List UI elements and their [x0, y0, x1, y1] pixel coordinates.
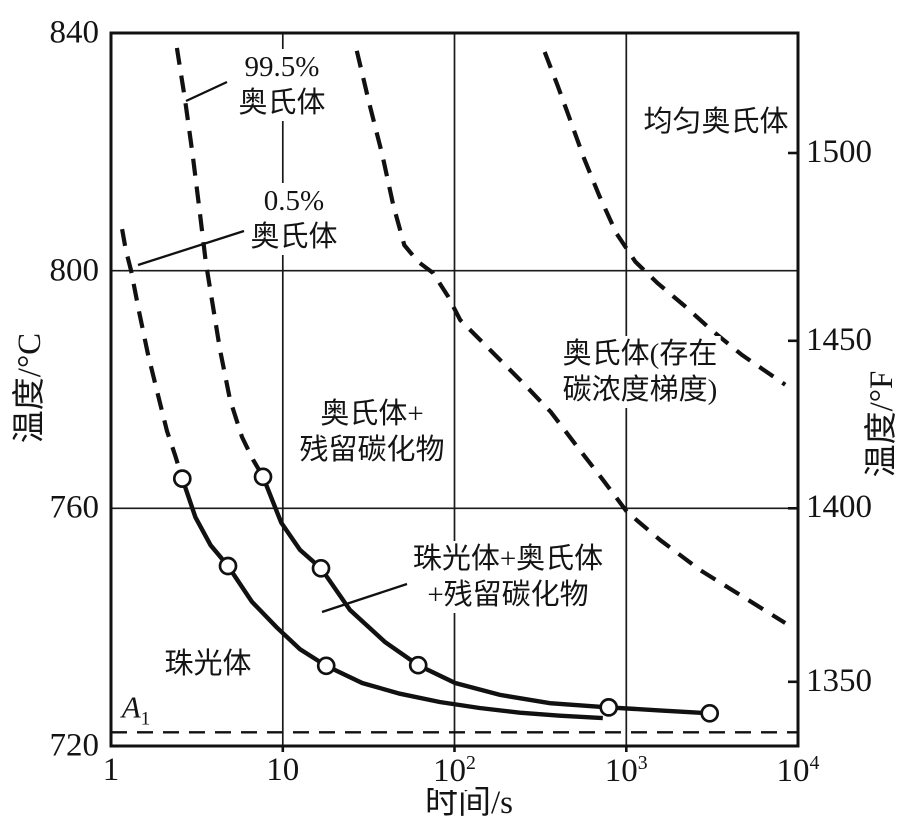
- y-left-tick-label-760: 760: [49, 489, 99, 527]
- x-tick-label-10: 10: [266, 752, 300, 789]
- y-left-tick-label-800: 800: [49, 252, 99, 290]
- x-tick-label-1000: 103: [604, 752, 648, 790]
- y-axis-title-celsius: 温度/°C: [12, 332, 48, 444]
- label-austenite-carbon-gradient: 奥氏体(存在 碳浓度梯度): [559, 336, 721, 408]
- label-a1: A1: [121, 689, 151, 731]
- x-axis-title: 时间/s: [424, 785, 514, 821]
- data-marker-1: [218, 556, 238, 576]
- data-marker-2: [316, 656, 336, 676]
- label-pearlite: 珠光体: [164, 648, 252, 680]
- label-homogeneous-austenite: 均匀奥氏体: [640, 104, 792, 140]
- x-tick-label-100: 102: [433, 752, 476, 790]
- data-marker-4: [311, 558, 331, 578]
- y-left-tick-label-840: 840: [49, 14, 99, 52]
- curve-carbide-dissolution-dashed: [354, 50, 787, 625]
- x-tick-label-1: 1: [102, 752, 120, 789]
- curve-austenite-finish-99.5-dashed: [174, 47, 265, 478]
- data-marker-7: [700, 703, 720, 723]
- curve-austenite-start-0.5-dashed: [120, 228, 185, 480]
- label-pearlite-austenite-carbide: 珠光体+奥氏体 +残留碳化物: [409, 541, 607, 613]
- y-axis-title-fahrenheit: 温度/°F: [864, 370, 900, 478]
- y-left-tick-label-720: 720: [49, 727, 99, 765]
- y-right-tick-label-1450: 1450: [806, 321, 872, 359]
- label-99.5-austenite: 99.5% 奥氏体: [235, 49, 329, 121]
- data-marker-6: [599, 698, 619, 717]
- leader-line-pearlite-austenite-carbide: [321, 582, 408, 614]
- data-marker-5: [408, 655, 428, 675]
- label-0.5-austenite: 0.5% 奥氏体: [247, 183, 341, 255]
- y-right-tick-label-1350: 1350: [806, 662, 872, 700]
- y-right-tick-label-1500: 1500: [806, 133, 872, 171]
- curve-homogenization-dashed: [542, 51, 787, 387]
- data-marker-0: [172, 469, 192, 488]
- label-austenite-residual-carbide: 奥氏体+ 残留碳化物: [296, 396, 448, 468]
- data-marker-3: [253, 467, 273, 487]
- y-right-tick-label-1400: 1400: [806, 489, 872, 527]
- x-tick-label-10000: 104: [776, 752, 820, 790]
- axis-tick-marks: [281, 151, 798, 753]
- leader-line-99.5-austenite: [185, 80, 228, 103]
- data-point-markers: [172, 467, 720, 723]
- leader-line-0.5-austenite: [137, 229, 245, 267]
